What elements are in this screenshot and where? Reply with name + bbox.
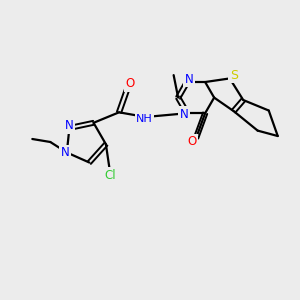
Text: O: O [188, 135, 197, 148]
Text: Cl: Cl [104, 169, 116, 182]
Text: NH: NH [136, 114, 153, 124]
Text: S: S [230, 69, 238, 82]
Text: N: N [185, 73, 194, 85]
Text: O: O [125, 77, 135, 90]
Text: N: N [180, 108, 188, 121]
Text: N: N [60, 146, 69, 159]
Text: N: N [65, 119, 74, 132]
